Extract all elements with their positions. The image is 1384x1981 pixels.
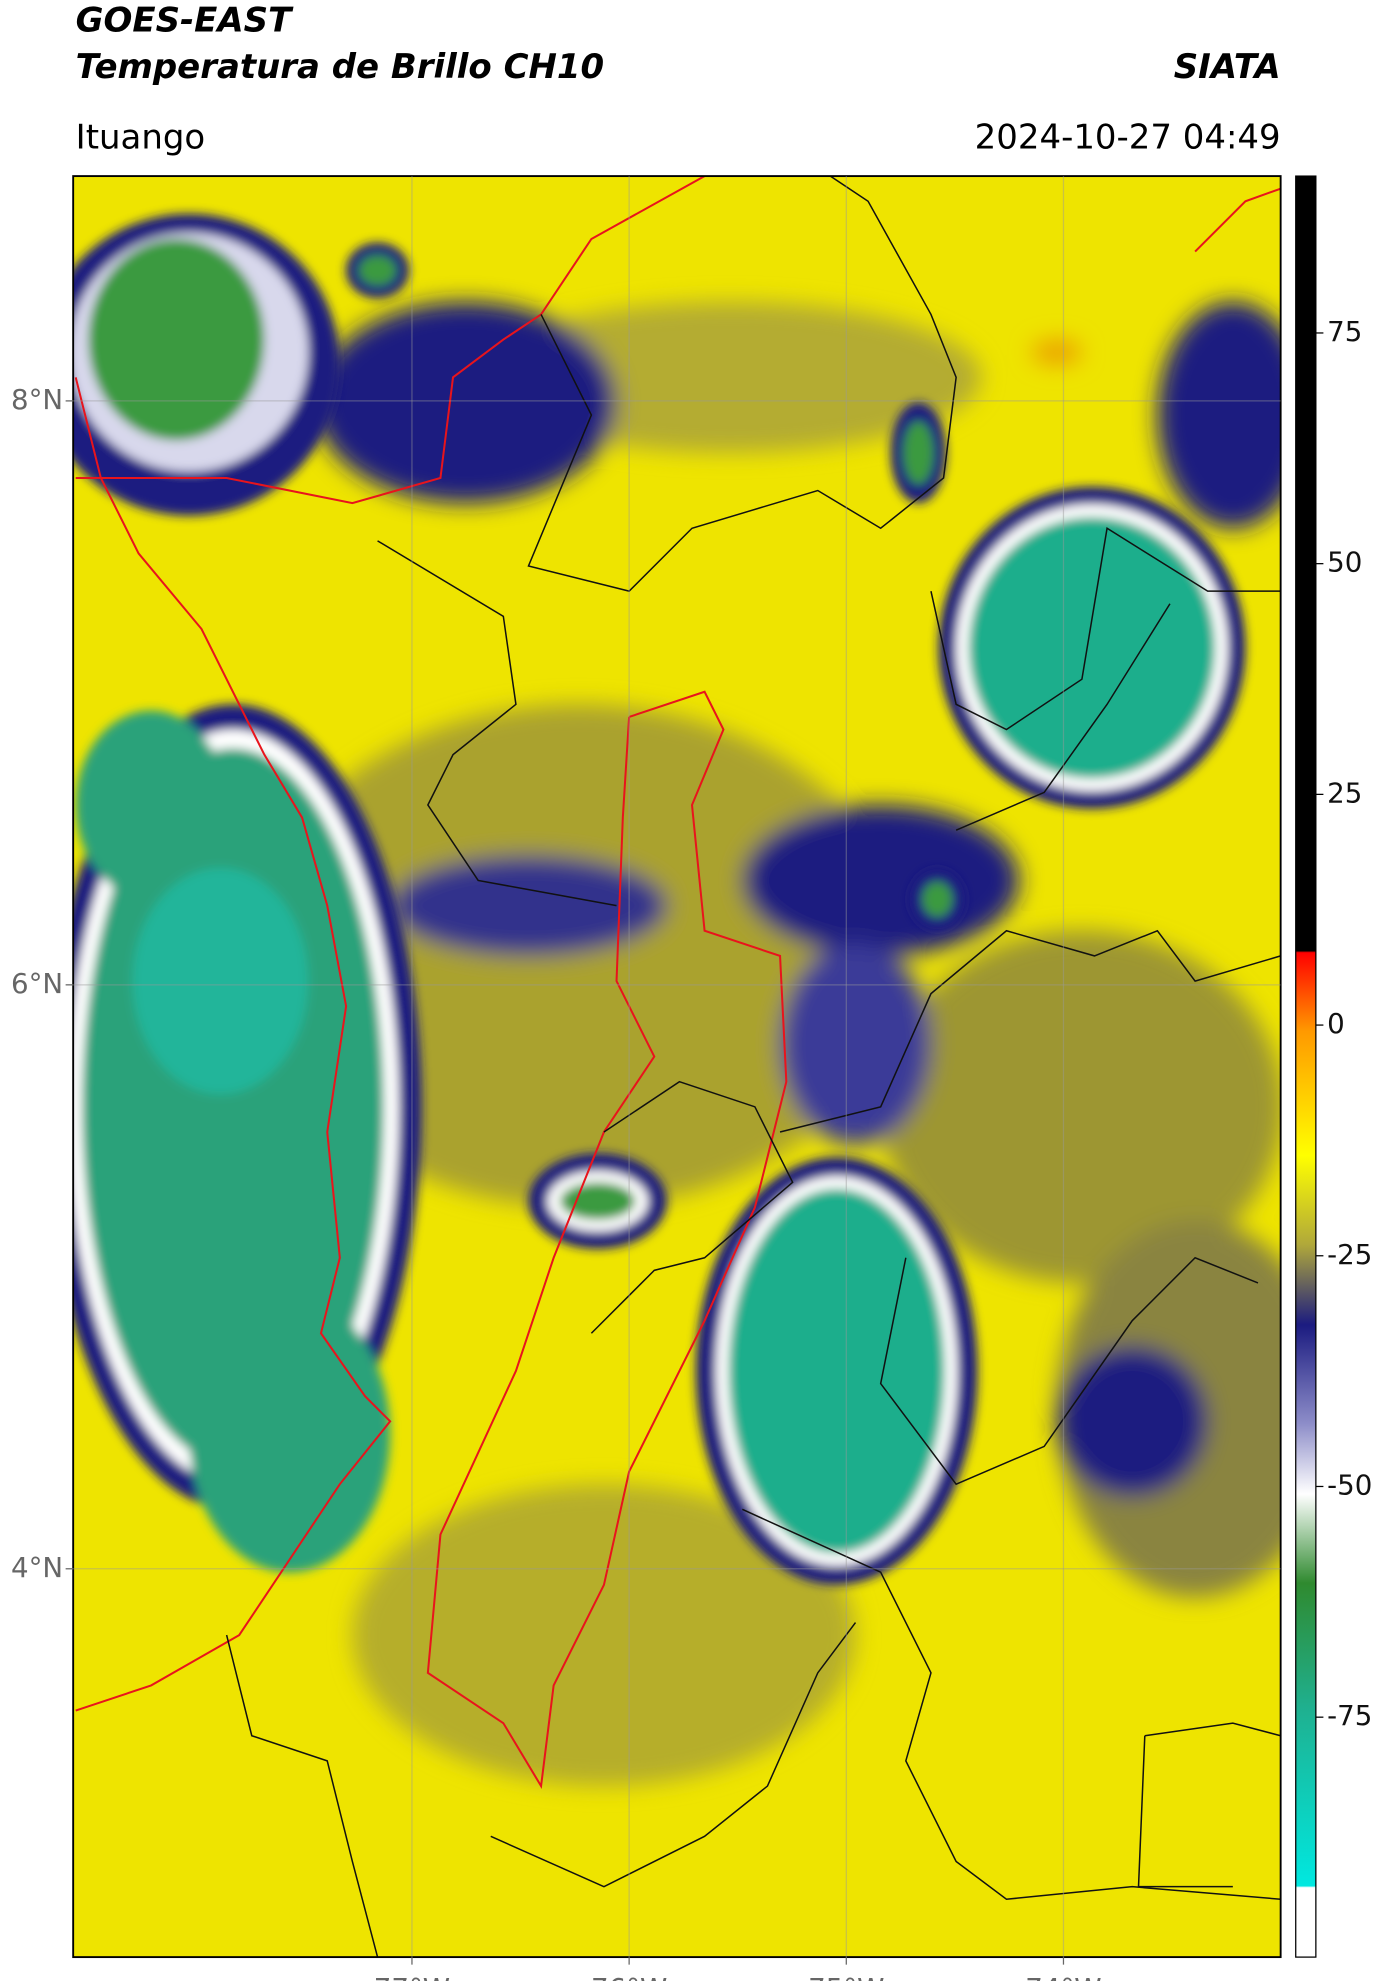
y-tick-label: 8°N (11, 383, 63, 416)
x-tick-label: 77°W (374, 1972, 450, 1981)
colorbar (1295, 175, 1317, 1958)
colorbar-tick-label: 25 (1327, 776, 1362, 809)
colorbar-tick-label: 50 (1327, 546, 1362, 579)
datetime: 2024-10-27 04:49 (975, 117, 1281, 157)
satellite-image (73, 176, 1281, 1958)
colorbar-tick-label: -25 (1327, 1238, 1372, 1271)
map-frame (72, 175, 1282, 1959)
brand: SIATA (1174, 47, 1281, 87)
x-tick-label: 74°W (1025, 1972, 1101, 1981)
y-tick-label: 6°N (11, 967, 63, 1000)
x-tick-label: 75°W (808, 1972, 884, 1981)
colorbar-tick-label: -75 (1327, 1699, 1372, 1732)
colorbar-tick-label: -50 (1327, 1468, 1372, 1501)
subtitle: Temperatura de Brillo CH10 (76, 47, 604, 87)
colorbar-tick-label: 0 (1327, 1007, 1345, 1040)
title: GOES-EAST (76, 0, 294, 40)
location: Ituango (76, 117, 206, 157)
y-tick-label: 4°N (11, 1551, 63, 1584)
colorbar-tick-label: 75 (1327, 315, 1362, 348)
x-tick-label: 76°W (591, 1972, 667, 1981)
